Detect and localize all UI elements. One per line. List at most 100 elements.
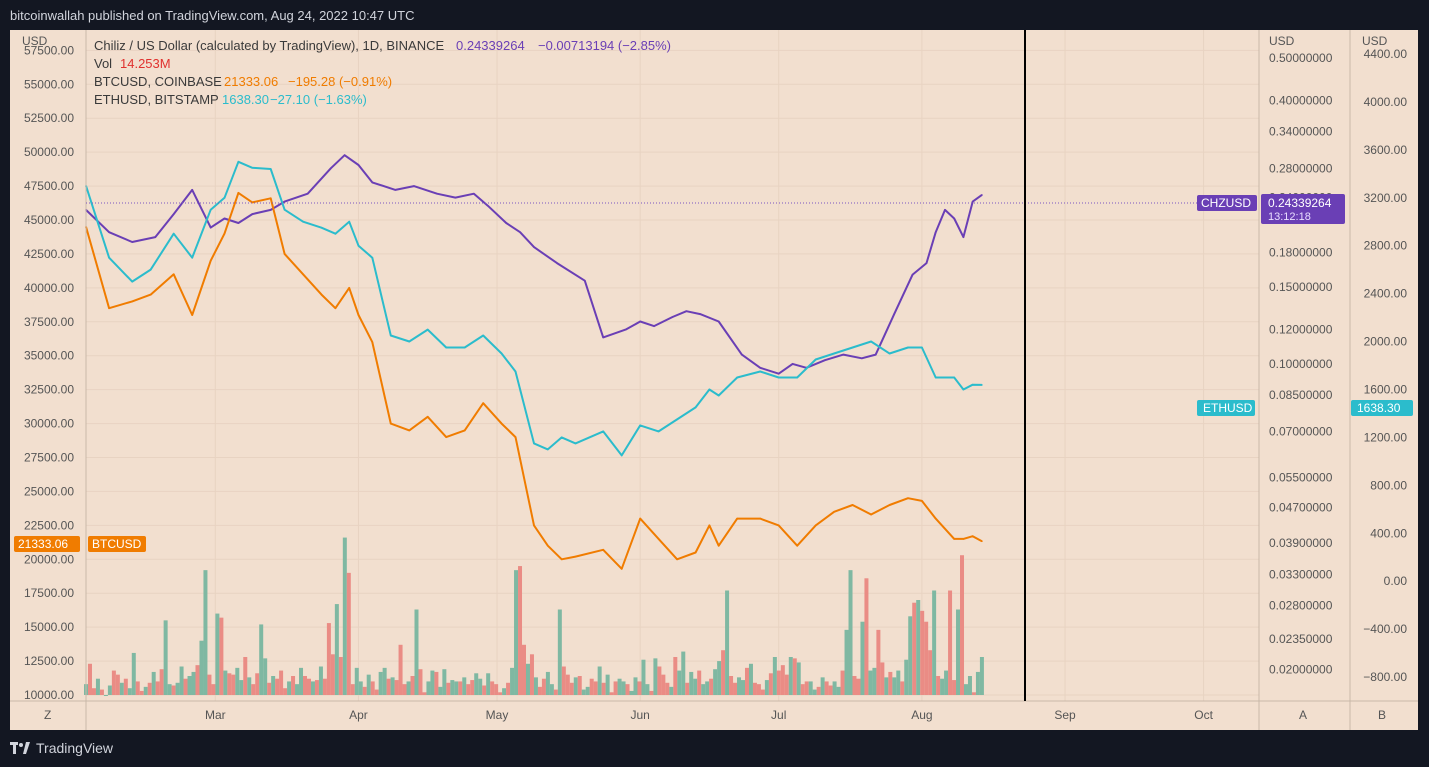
- btc-name-tag-text: BTCUSD: [92, 537, 142, 551]
- left-axis-tick-label: 32500.00: [24, 383, 74, 397]
- volume-bar: [828, 685, 833, 695]
- right-axis-a-tick-label: 0.18000000: [1269, 245, 1333, 259]
- volume-bar: [438, 686, 443, 695]
- volume-bar: [836, 686, 841, 695]
- volume-bar: [665, 682, 670, 695]
- chz-line-point: [251, 213, 254, 215]
- eth-line-point: [639, 424, 641, 427]
- btc-line-point: [500, 422, 503, 425]
- volume-bar: [940, 678, 945, 695]
- chz-name-tag-box: [1197, 195, 1257, 211]
- chz-line-point: [283, 200, 286, 203]
- right-axis-a-tick-label: 0.05500000: [1269, 470, 1333, 484]
- volume-bar: [502, 688, 507, 695]
- eth-line-point: [981, 384, 983, 386]
- eth-line-point: [482, 334, 484, 337]
- right-axis-b-tick-label: 800.00: [1370, 478, 1407, 492]
- zoom-reset-button[interactable]: Z: [44, 708, 51, 722]
- btc-line-point: [620, 567, 623, 570]
- eth-line-point: [547, 448, 549, 451]
- chz-line-point: [893, 313, 895, 315]
- volume-layer: [84, 537, 984, 696]
- volume-bar: [557, 609, 562, 695]
- volume-bar: [625, 684, 630, 695]
- btc-line-point: [283, 253, 286, 255]
- volume-bar: [956, 609, 961, 695]
- volume-bar: [979, 657, 984, 695]
- volume-bar: [936, 676, 941, 695]
- price-axis-b-background: [1350, 30, 1418, 730]
- btc-line-point: [953, 538, 956, 540]
- legend-btc-change: −195.28 (−0.91%): [288, 74, 392, 89]
- volume-bar: [306, 678, 311, 695]
- legend-chz-change: −0.00713194 (−2.85%): [538, 38, 671, 53]
- volume-bar: [378, 671, 383, 695]
- btc-name-tag: BTCUSD: [88, 536, 146, 552]
- chz-line-point: [473, 192, 475, 195]
- volume-bar: [820, 677, 825, 695]
- volume-bar: [549, 684, 554, 695]
- volume-bar: [529, 654, 534, 695]
- btc-line-point: [482, 402, 484, 405]
- volume-bar: [506, 682, 511, 695]
- eth-line-point: [191, 256, 194, 259]
- volume-bar: [860, 621, 865, 695]
- volume-bar: [87, 663, 92, 695]
- volume-bar: [243, 657, 248, 695]
- eth-line-point: [777, 376, 780, 379]
- volume-bar: [840, 670, 845, 695]
- volume-bar: [948, 590, 953, 695]
- volume-bar: [99, 689, 104, 695]
- auto-scale-b-button[interactable]: B: [1378, 708, 1386, 722]
- eth-line-point: [302, 220, 304, 223]
- btc-line-point: [851, 504, 854, 506]
- right-axis-b-tick-label: 2800.00: [1364, 239, 1408, 253]
- volume-bar: [410, 676, 415, 695]
- chz-line-point: [717, 320, 720, 323]
- volume-bar: [669, 686, 674, 695]
- volume-bar: [215, 613, 220, 695]
- volume-bar: [967, 676, 972, 695]
- chart-svg[interactable]: USD USD USD 57500.00 55000.00 52500.00 5000…: [10, 30, 1418, 730]
- volume-bar: [271, 676, 276, 695]
- chz-line-point: [777, 372, 780, 375]
- volume-bar: [227, 673, 232, 695]
- volume-bar: [848, 570, 853, 695]
- btc-line-point: [514, 436, 517, 438]
- eth-line-point: [717, 394, 720, 397]
- volume-bar: [916, 600, 921, 695]
- volume-bar: [211, 684, 216, 695]
- chz-line-point: [791, 363, 794, 365]
- btc-line-point: [149, 293, 152, 296]
- chz-line-point: [981, 194, 983, 196]
- chart-frame[interactable]: USD USD USD 57500.00 55000.00 52500.00 5000…: [10, 30, 1418, 730]
- volume-bar: [741, 680, 746, 695]
- volume-bar: [920, 610, 925, 695]
- time-axis-ticks: Mar Apr May Jun Jul Aug Sep Oct: [205, 708, 1214, 722]
- volume-bar: [414, 609, 419, 695]
- volume-bar: [115, 674, 120, 695]
- volume-bar: [318, 666, 323, 695]
- volume-bar: [912, 602, 917, 695]
- btc-line-point: [796, 544, 798, 547]
- btc-line-point: [371, 341, 374, 343]
- volume-bar: [864, 578, 869, 695]
- volume-bar: [366, 674, 371, 695]
- left-axis-tick-label: 25000.00: [24, 484, 74, 498]
- volume-bar: [681, 651, 686, 695]
- eth-line-point: [348, 220, 351, 223]
- left-axis-ticks: 57500.00 55000.00 52500.00 50000.00 47500.00…: [24, 43, 74, 702]
- volume-bar: [167, 684, 172, 695]
- auto-scale-a-button[interactable]: A: [1299, 708, 1307, 722]
- right-axis-a-tick-label: 0.12000000: [1269, 322, 1333, 336]
- volume-bar: [856, 678, 861, 695]
- volume-bar: [426, 681, 431, 695]
- volume-bar: [804, 681, 809, 695]
- chz-line-point: [842, 353, 845, 356]
- volume-bar: [430, 670, 435, 695]
- right-axis-a-title: USD: [1269, 34, 1295, 48]
- btc-line-point: [389, 422, 392, 425]
- btc-line-point: [334, 307, 337, 310]
- volume-bar: [577, 676, 582, 695]
- volume-bar: [326, 623, 331, 695]
